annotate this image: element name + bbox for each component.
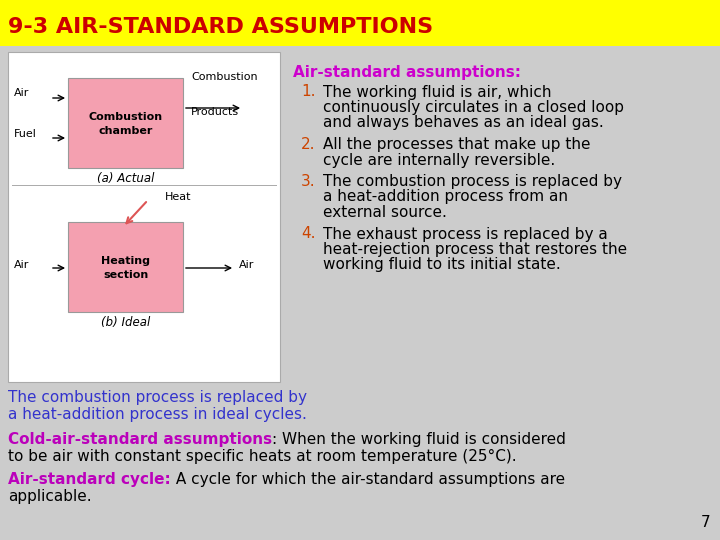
Text: Combustion: Combustion bbox=[191, 72, 258, 82]
Text: 1.: 1. bbox=[301, 84, 315, 99]
Text: continuously circulates in a closed loop: continuously circulates in a closed loop bbox=[323, 100, 624, 115]
Text: applicable.: applicable. bbox=[8, 489, 91, 504]
FancyBboxPatch shape bbox=[68, 78, 183, 168]
Text: Combustion: Combustion bbox=[89, 112, 163, 122]
Text: chamber: chamber bbox=[99, 126, 153, 136]
Text: Fuel: Fuel bbox=[14, 129, 37, 139]
Text: Air: Air bbox=[14, 88, 30, 98]
Text: Heating: Heating bbox=[101, 256, 150, 266]
Text: section: section bbox=[103, 270, 148, 280]
Text: The combustion process is replaced by: The combustion process is replaced by bbox=[323, 174, 622, 189]
Text: 2.: 2. bbox=[301, 137, 315, 152]
Text: 4.: 4. bbox=[301, 226, 315, 241]
Text: 9-3 AIR-STANDARD ASSUMPTIONS: 9-3 AIR-STANDARD ASSUMPTIONS bbox=[8, 17, 433, 37]
Text: (a) Actual: (a) Actual bbox=[96, 172, 154, 185]
Text: external source.: external source. bbox=[323, 205, 447, 220]
FancyBboxPatch shape bbox=[0, 0, 720, 46]
Text: working fluid to its initial state.: working fluid to its initial state. bbox=[323, 258, 561, 273]
Text: The combustion process is replaced by: The combustion process is replaced by bbox=[8, 390, 307, 405]
FancyBboxPatch shape bbox=[68, 222, 183, 312]
Text: Heat: Heat bbox=[165, 192, 192, 202]
Text: All the processes that make up the: All the processes that make up the bbox=[323, 137, 590, 152]
Text: Air: Air bbox=[239, 260, 254, 270]
Text: and always behaves as an ideal gas.: and always behaves as an ideal gas. bbox=[323, 116, 604, 131]
Text: Cold-air-standard assumptions: Cold-air-standard assumptions bbox=[8, 432, 272, 447]
Text: Products: Products bbox=[191, 107, 239, 117]
Text: A cycle for which the air-standard assumptions are: A cycle for which the air-standard assum… bbox=[171, 472, 565, 487]
Text: : When the working fluid is considered: : When the working fluid is considered bbox=[272, 432, 566, 447]
Text: a heat-addition process in ideal cycles.: a heat-addition process in ideal cycles. bbox=[8, 407, 307, 422]
Text: 3.: 3. bbox=[301, 174, 315, 189]
Text: The working fluid is air, which: The working fluid is air, which bbox=[323, 84, 552, 99]
Text: Air: Air bbox=[14, 260, 30, 270]
Text: The exhaust process is replaced by a: The exhaust process is replaced by a bbox=[323, 226, 608, 241]
Text: (b) Ideal: (b) Ideal bbox=[101, 316, 150, 329]
Text: cycle are internally reversible.: cycle are internally reversible. bbox=[323, 152, 555, 167]
Text: heat-rejection process that restores the: heat-rejection process that restores the bbox=[323, 242, 627, 257]
Text: 7: 7 bbox=[701, 515, 710, 530]
Text: Air-standard cycle:: Air-standard cycle: bbox=[8, 472, 171, 487]
FancyBboxPatch shape bbox=[8, 52, 280, 382]
Text: to be air with constant specific heats at room temperature (25°C).: to be air with constant specific heats a… bbox=[8, 449, 517, 464]
Text: Air-standard assumptions:: Air-standard assumptions: bbox=[293, 65, 521, 80]
Text: a heat-addition process from an: a heat-addition process from an bbox=[323, 190, 568, 205]
